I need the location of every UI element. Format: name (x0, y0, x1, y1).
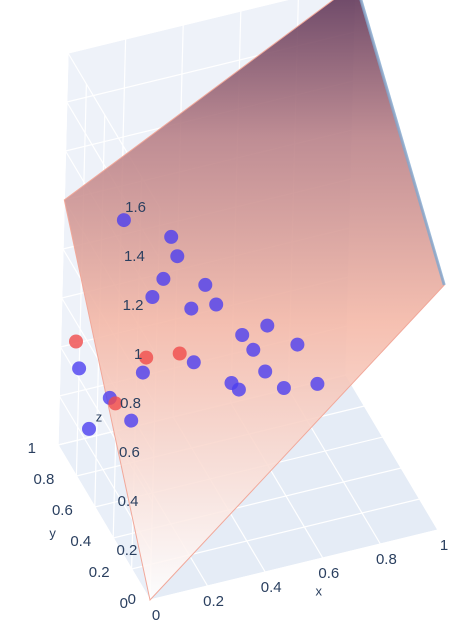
data-point[interactable] (198, 277, 213, 292)
data-point[interactable] (184, 301, 199, 316)
tick-labels: 0 0.2 0.4 0.6 0.8 1 1.2 1.4 1.6 0 0.2 0.4 0.6 0.8 1 0 0.… (28, 199, 449, 620)
surface (63, 0, 446, 602)
y-tick-label: 0.4 (70, 533, 91, 550)
z-tick-label: 0 (128, 591, 136, 608)
data-point[interactable] (290, 337, 305, 352)
data-point[interactable] (246, 342, 261, 357)
data-point[interactable] (170, 249, 185, 264)
z-tick-label: 0.8 (120, 395, 141, 412)
data-point[interactable] (145, 290, 160, 304)
z-tick-label: 1.2 (123, 297, 144, 314)
axis-titles: x y z (49, 409, 322, 598)
data-point[interactable] (164, 229, 179, 244)
x-tick-label: 0.2 (203, 593, 224, 610)
data-point[interactable] (172, 346, 187, 361)
x-tick-label: 0.6 (318, 565, 339, 582)
y-axis-title: y (49, 526, 56, 541)
grid-line-y-floor (149, 529, 439, 601)
data-point[interactable] (260, 318, 275, 333)
x-tick-label: 1 (440, 537, 448, 554)
surface-edge (359, 0, 446, 286)
data-point[interactable] (156, 271, 171, 286)
grid-line-z-back (67, 0, 289, 54)
data-point[interactable] (186, 355, 201, 370)
data-point[interactable] (116, 213, 131, 228)
z-tick-label: 0.6 (119, 444, 140, 461)
z-tick-label: 1 (134, 346, 142, 363)
z-tick-label: 0.2 (116, 542, 137, 559)
grid-line-z-left (57, 444, 151, 601)
scatter-points[interactable] (69, 213, 325, 436)
grid-line-x-floor (345, 374, 439, 531)
x-axis-title: x (316, 583, 323, 598)
z-tick-label: 1.6 (125, 199, 146, 216)
data-point[interactable] (69, 334, 83, 349)
data-point[interactable] (209, 297, 224, 312)
data-point[interactable] (258, 364, 273, 379)
x-tick-label: 0 (152, 607, 160, 620)
data-point[interactable] (72, 361, 87, 376)
data-point[interactable] (82, 421, 96, 436)
z-tick-label: 1.4 (124, 248, 145, 265)
data-point[interactable] (124, 413, 139, 428)
y-tick-label: 0.6 (52, 502, 73, 519)
y-tick-label: 0.8 (34, 471, 55, 488)
data-point[interactable] (276, 381, 291, 395)
data-point[interactable] (139, 350, 154, 365)
y-tick-label: 1 (28, 440, 36, 457)
data-point[interactable] (235, 328, 250, 342)
y-tick-label: 0 (120, 595, 128, 612)
surface-plane (63, 0, 445, 602)
z-axis-title: z (96, 409, 103, 424)
data-point[interactable] (108, 396, 123, 411)
x-tick-label: 0.4 (261, 579, 282, 596)
x-tick-label: 0.8 (376, 551, 397, 568)
data-point[interactable] (310, 376, 325, 391)
z-tick-label: 0.4 (118, 493, 139, 510)
y-tick-label: 0.2 (89, 564, 110, 581)
data-point[interactable] (231, 382, 246, 397)
data-point[interactable] (135, 365, 150, 380)
